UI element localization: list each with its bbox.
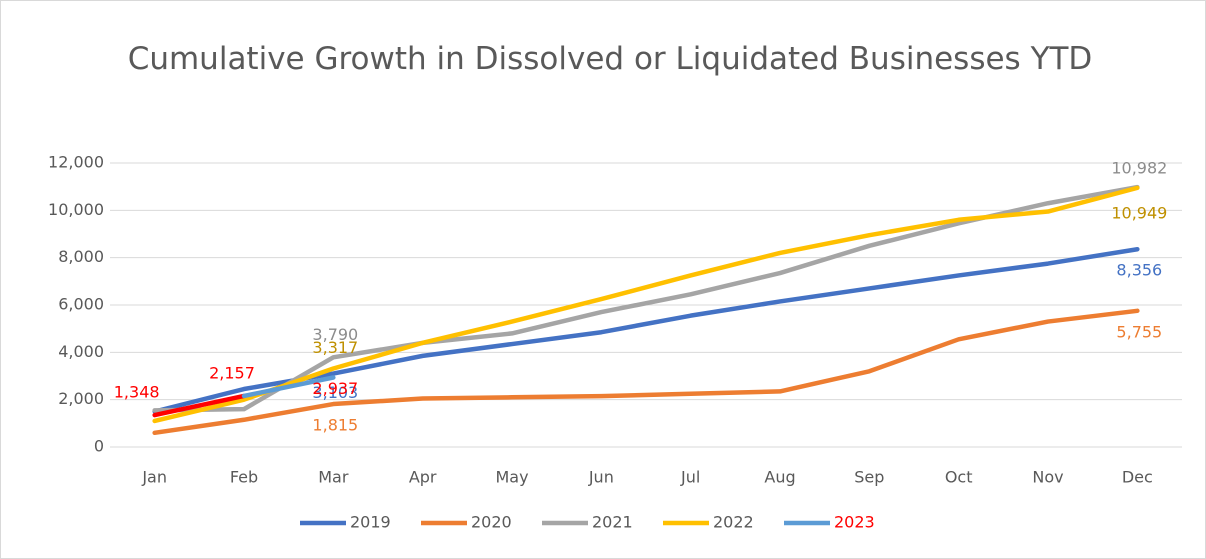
- y-tick-label: 6,000: [58, 295, 104, 314]
- data-label: 2,937: [312, 379, 358, 398]
- legend-label: 2021: [592, 513, 633, 532]
- x-tick-label: Aug: [764, 468, 795, 487]
- y-tick-label: 8,000: [58, 247, 104, 266]
- y-tick-label: 2,000: [58, 389, 104, 408]
- x-tick-label: Apr: [409, 468, 437, 487]
- data-label: 1,348: [114, 383, 160, 402]
- chart-title: Cumulative Growth in Dissolved or Liquid…: [127, 41, 1093, 77]
- data-label: 10,949: [1111, 203, 1167, 222]
- legend-label: 2022: [713, 513, 754, 532]
- x-tick-label: Jul: [680, 468, 700, 487]
- legend-label: 2019: [350, 513, 391, 532]
- line-segment: [241, 375, 336, 399]
- data-label: 3,790: [312, 325, 358, 344]
- legend-label: 2023: [834, 513, 875, 532]
- data-label: 2,157: [209, 363, 255, 382]
- y-tick-label: 0: [94, 437, 104, 456]
- x-tick-label: Jan: [141, 468, 167, 487]
- y-tick-label: 4,000: [58, 342, 104, 361]
- data-label: 5,755: [1116, 322, 1162, 341]
- line: [152, 185, 1140, 424]
- data-label: 8,356: [1116, 261, 1162, 280]
- data-label: 3,103: [312, 383, 358, 402]
- data-label: 10,982: [1111, 159, 1167, 178]
- line-segment: [152, 393, 247, 418]
- x-tick-label: Dec: [1122, 468, 1153, 487]
- x-tick-label: Oct: [945, 468, 973, 487]
- x-tick-label: Nov: [1032, 468, 1063, 487]
- data-label: 3,317: [312, 338, 358, 357]
- x-tick-label: Feb: [230, 468, 258, 487]
- x-tick-label: May: [495, 468, 528, 487]
- x-tick-label: Sep: [854, 468, 884, 487]
- data-label: 1,815: [312, 416, 358, 435]
- y-tick-label: 12,000: [48, 153, 104, 172]
- legend-label: 2020: [471, 513, 512, 532]
- x-tick-label: Mar: [318, 468, 349, 487]
- line: [152, 308, 1140, 436]
- x-tick-label: Jun: [588, 468, 614, 487]
- y-tick-label: 10,000: [48, 200, 104, 219]
- line: [152, 246, 1140, 414]
